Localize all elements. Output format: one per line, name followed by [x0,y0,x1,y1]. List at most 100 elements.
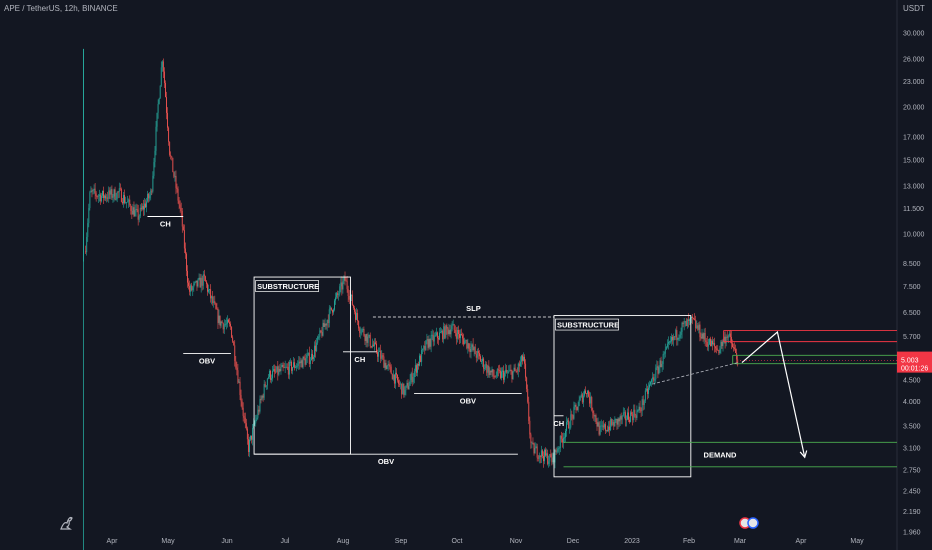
candle-body [156,112,158,127]
candle-body [212,296,214,303]
candle-body [693,317,695,319]
candle-body [219,315,221,326]
candle-body [317,336,319,343]
candle-body [444,326,446,338]
candle-body [315,345,317,352]
candle-body [305,357,307,365]
candle-body [472,344,474,351]
candle-body [733,347,734,349]
candle-body [323,322,325,327]
candle-body [281,364,283,368]
candle-body [188,282,190,287]
candle-body [259,398,261,412]
candle-body [98,194,100,196]
candle-body [179,204,181,209]
candle-body [169,141,171,155]
candle-body [540,450,542,457]
candle-body [642,399,644,406]
annotation-layer: CH OBV SUBSTRUCTURE CH OBV SLP OBV SUBSTRUCTURE… [147,216,897,478]
candle-body [145,203,146,208]
candle-body [701,333,703,339]
candle-body [503,370,505,380]
candle-body [297,363,299,366]
candle-body [555,449,557,452]
candle-body [464,340,466,345]
candle-body [576,406,578,411]
candle-body [428,338,430,348]
candle-body [400,383,402,385]
obv-label: OBV [460,396,476,405]
candle-body [403,383,405,395]
candle-body [724,336,726,344]
time-tick-label: 2023 [624,538,640,545]
slp-label: SLP [466,304,481,313]
candle-body [158,98,160,105]
candle-body [255,419,257,424]
candle-body [732,343,733,348]
candle-body [495,376,497,378]
candle-body [354,307,355,312]
candle-body [414,365,416,372]
candle-body [592,410,594,414]
candle-body [487,365,489,373]
candle-body [508,370,510,373]
candle-body [379,350,381,352]
candle-body [287,367,289,375]
candle-body [341,282,343,290]
candle-body [660,360,662,367]
time-axis[interactable]: Apr May Jun Jul Aug Sep Oct Nov Dec 2023 Feb Mar Apr… [107,538,865,545]
candle-body [257,409,259,418]
candle-body [475,354,477,358]
candle-body [278,368,280,375]
candle-body [209,289,211,290]
candle-body [93,188,95,190]
candle-body [299,361,301,364]
candle-body [477,351,479,354]
candle-body [197,279,199,287]
candle-body [549,454,551,462]
candle-body [665,346,667,350]
candle-body [446,325,448,329]
candle-body [637,410,639,412]
candle-body [181,211,183,227]
candle-body [369,334,371,347]
candle-body [730,336,732,344]
candle-body [537,457,539,459]
candle-body [396,372,397,375]
candle-body [685,321,687,327]
candle-body [223,324,225,330]
candle-body [667,341,669,344]
candle-body [167,112,169,128]
last-price-value: 5.003 [901,358,919,365]
candle-body [99,194,101,202]
candle-body [474,347,476,355]
candle-body [482,358,484,362]
candle-body [138,215,140,220]
candle-body [162,61,164,72]
candle-body [295,367,297,368]
candle-body [519,361,521,367]
price-tick-label: 8.500 [903,261,921,268]
candle-body [640,410,642,412]
candle-body [166,97,167,113]
candle-body [147,193,149,202]
candle-body [321,332,323,336]
candle-body [678,337,680,339]
candle-body [307,352,309,355]
candle-body [719,348,721,354]
candle-body [366,334,368,343]
candle-body [512,371,514,379]
candle-body [124,195,125,203]
candle-body [283,367,285,369]
candle-body [646,388,648,394]
candle-body [328,309,330,323]
candle-body [638,406,640,411]
candle-body [452,324,454,326]
candle-body [304,358,306,365]
candle-body [726,336,728,338]
price-axis[interactable]: 30.000 26.000 23.000 20.000 17.000 15.000 13.0… [903,31,925,537]
candle-body [460,334,461,338]
candle-body [102,190,103,196]
time-tick-label: May [161,538,175,545]
